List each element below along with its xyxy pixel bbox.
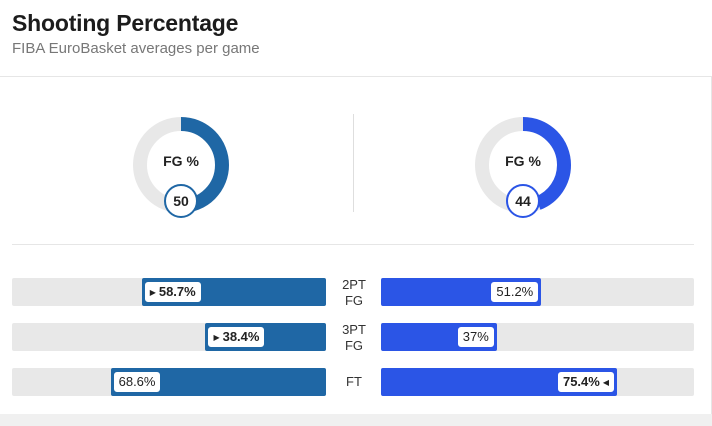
row-2pt-right-value: 51.2% [490,281,540,303]
fg-donut-left-label: FG % [163,153,199,169]
row-2pt-right-text: 51.2% [496,284,534,299]
row-3pt-right-bar: 37% [381,323,497,351]
row-2pt-left-text: 58.7% [158,284,196,299]
row-3pt-label-line2: FG [344,338,364,353]
row-ft-right-value: 75.4% ◀ [556,371,615,393]
row-2pt-left-value: ▶ 58.7% [143,281,202,303]
fg-donut-right-value: 44 [506,184,540,218]
row-ft-label-line1: FT [346,374,362,389]
header-divider [0,76,712,77]
fg-donut-right: FG % 44 [473,115,573,235]
section-divider [12,244,694,245]
row-3pt-left-bar: ▶ 38.4% [205,323,326,351]
row-3pt-left-track: ▶ 38.4% [12,323,326,351]
row-ft-right-bar: 75.4% ◀ [381,368,617,396]
row-2pt-label-line1: 2PT [342,277,366,292]
row-ft-label: FT [328,374,380,390]
row-ft-left-bar: 68.6% [110,368,326,396]
row-3pt-left-text: 38.4% [222,329,260,344]
row-3pt-left-value: ▶ 38.4% [207,326,266,348]
page-title: Shooting Percentage [12,10,239,36]
row-3pt-label: 3PT FG [328,322,380,354]
row-2pt-left-track: ▶ 58.7% [12,278,326,306]
row-3pt-right-track: 37% [381,323,694,351]
row-3pt-right-text: 37% [462,329,489,344]
row-2pt-label-line2: FG [344,293,364,308]
row-2pt-left-bar: ▶ 58.7% [141,278,326,306]
row-ft-right-track: 75.4% ◀ [381,368,694,396]
header: Shooting Percentage FIBA EuroBasket aver… [12,8,260,59]
fg-donut-left-value: 50 [164,184,198,218]
caret-right-icon: ▶ [149,288,156,297]
caret-right-icon: ▶ [213,333,220,342]
row-ft-left-value: 68.6% [112,371,162,393]
bottom-strip [0,414,712,426]
row-3pt-right-value: 37% [456,326,495,348]
caret-left-icon: ◀ [602,378,609,387]
row-2pt-right-track: 51.2% [381,278,694,306]
row-ft-right-text: 75.4% [562,374,600,389]
row-ft-left-text: 68.6% [118,374,156,389]
fg-donut-left: FG % 50 [131,115,231,235]
row-2pt-label: 2PT FG [328,277,380,309]
row-3pt-label-line1: 3PT [342,322,366,337]
row-ft-left-track: 68.6% [12,368,326,396]
team-divider [353,114,354,212]
page-subtitle: FIBA EuroBasket averages per game [12,40,260,57]
fg-donut-right-label: FG % [505,153,541,169]
row-2pt-right-bar: 51.2% [381,278,542,306]
